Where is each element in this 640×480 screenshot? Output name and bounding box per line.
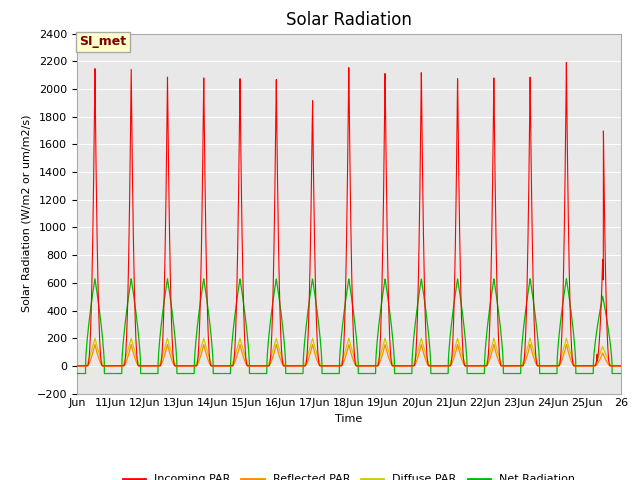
Line: Diffuse PAR: Diffuse PAR bbox=[77, 338, 621, 366]
Line: Net Radiation: Net Radiation bbox=[77, 279, 621, 373]
Diffuse PAR bbox=[616, 363, 624, 369]
Diffuse PAR bbox=[441, 363, 449, 369]
Net Radiation bbox=[329, 371, 337, 376]
Net Radiation bbox=[471, 371, 479, 376]
Incoming PAR bbox=[563, 60, 570, 65]
Reflected PAR bbox=[617, 363, 625, 369]
Net Radiation bbox=[617, 371, 625, 376]
Incoming PAR bbox=[471, 363, 479, 369]
Incoming PAR bbox=[440, 363, 448, 369]
Incoming PAR bbox=[502, 363, 509, 369]
Reflected PAR bbox=[471, 363, 479, 369]
Diffuse PAR bbox=[73, 363, 81, 369]
Incoming PAR bbox=[73, 363, 81, 369]
Net Radiation bbox=[441, 371, 449, 376]
Reflected PAR bbox=[502, 363, 509, 369]
Legend: Incoming PAR, Reflected PAR, Diffuse PAR, Net Radiation: Incoming PAR, Reflected PAR, Diffuse PAR… bbox=[118, 470, 579, 480]
Reflected PAR bbox=[91, 342, 99, 348]
Net Radiation bbox=[73, 371, 81, 376]
Incoming PAR bbox=[171, 362, 179, 368]
Line: Reflected PAR: Reflected PAR bbox=[77, 345, 621, 366]
Reflected PAR bbox=[616, 363, 624, 369]
Reflected PAR bbox=[441, 363, 449, 369]
Reflected PAR bbox=[171, 363, 179, 369]
Text: SI_met: SI_met bbox=[79, 36, 127, 48]
Incoming PAR bbox=[617, 363, 625, 369]
Y-axis label: Solar Radiation (W/m2 or um/m2/s): Solar Radiation (W/m2 or um/m2/s) bbox=[21, 115, 31, 312]
Reflected PAR bbox=[73, 363, 81, 369]
Diffuse PAR bbox=[471, 363, 479, 369]
Title: Solar Radiation: Solar Radiation bbox=[286, 11, 412, 29]
Line: Incoming PAR: Incoming PAR bbox=[77, 62, 621, 366]
Diffuse PAR bbox=[617, 363, 625, 369]
Incoming PAR bbox=[328, 363, 336, 369]
Incoming PAR bbox=[616, 363, 624, 369]
Net Radiation bbox=[502, 371, 509, 376]
X-axis label: Time: Time bbox=[335, 414, 362, 424]
Diffuse PAR bbox=[91, 336, 99, 341]
Diffuse PAR bbox=[502, 363, 509, 369]
Net Radiation bbox=[171, 331, 179, 337]
Diffuse PAR bbox=[329, 363, 337, 369]
Reflected PAR bbox=[329, 363, 337, 369]
Net Radiation bbox=[616, 371, 624, 376]
Net Radiation bbox=[91, 276, 99, 282]
Diffuse PAR bbox=[171, 360, 179, 365]
